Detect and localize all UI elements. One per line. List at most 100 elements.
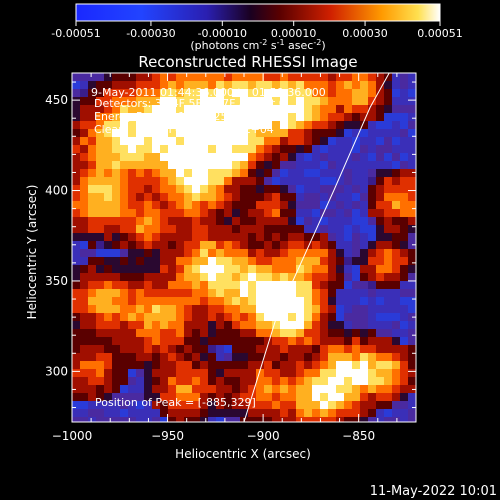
heatmap-cell bbox=[120, 249, 128, 257]
heatmap-cell bbox=[288, 185, 296, 193]
heatmap-cell bbox=[384, 417, 392, 422]
heatmap-cell bbox=[208, 241, 216, 249]
heatmap-cell bbox=[352, 73, 360, 81]
heatmap-cell bbox=[408, 169, 416, 177]
heatmap-cell bbox=[360, 137, 368, 145]
heatmap-cell bbox=[216, 345, 224, 353]
heatmap-cell bbox=[280, 321, 288, 329]
heatmap-cell bbox=[80, 137, 88, 145]
heatmap-cell bbox=[144, 345, 152, 353]
heatmap-cell bbox=[160, 281, 168, 289]
heatmap-cell bbox=[120, 209, 128, 217]
heatmap-cell bbox=[192, 81, 200, 89]
heatmap-cell bbox=[400, 161, 408, 169]
heatmap-cell bbox=[208, 129, 216, 137]
colorbar-tick-label: -0.00010 bbox=[198, 27, 247, 40]
heatmap-cell bbox=[88, 265, 96, 273]
heatmap-cell bbox=[224, 305, 232, 313]
heatmap-cell bbox=[144, 305, 152, 313]
heatmap-cell bbox=[312, 273, 320, 281]
heatmap-cell bbox=[304, 121, 312, 129]
heatmap-cell bbox=[384, 201, 392, 209]
heatmap-cell bbox=[296, 121, 304, 129]
heatmap-cell bbox=[312, 113, 320, 121]
heatmap-cell bbox=[344, 393, 352, 401]
heatmap-cell bbox=[224, 297, 232, 305]
heatmap-cell bbox=[344, 377, 352, 385]
heatmap-cell bbox=[160, 313, 168, 321]
heatmap-cell bbox=[160, 81, 168, 89]
heatmap-cell bbox=[88, 345, 96, 353]
heatmap-cell bbox=[344, 233, 352, 241]
heatmap-cell bbox=[216, 225, 224, 233]
heatmap-cell bbox=[240, 393, 248, 401]
heatmap-cell bbox=[240, 313, 248, 321]
heatmap-cell bbox=[208, 249, 216, 257]
heatmap-cell bbox=[312, 185, 320, 193]
heatmap-cell bbox=[168, 105, 176, 113]
heatmap-cell bbox=[264, 257, 272, 265]
heatmap-cell bbox=[408, 81, 416, 89]
heatmap-cell bbox=[224, 281, 232, 289]
heatmap-cell bbox=[352, 121, 360, 129]
heatmap-cell bbox=[360, 193, 368, 201]
heatmap-cell bbox=[80, 105, 88, 113]
heatmap-cell bbox=[112, 313, 120, 321]
heatmap-cell bbox=[304, 321, 312, 329]
heatmap-cell bbox=[136, 185, 144, 193]
heatmap-cell bbox=[400, 393, 408, 401]
heatmap-cell bbox=[256, 281, 264, 289]
heatmap-cell bbox=[128, 145, 136, 153]
heatmap-cell bbox=[392, 177, 400, 185]
heatmap-cell bbox=[144, 361, 152, 369]
heatmap-cell bbox=[400, 313, 408, 321]
heatmap-cell bbox=[288, 97, 296, 105]
heatmap-cell bbox=[112, 369, 120, 377]
heatmap-cell bbox=[264, 337, 272, 345]
heatmap-cell bbox=[168, 353, 176, 361]
heatmap-cell bbox=[376, 313, 384, 321]
heatmap-cell bbox=[240, 201, 248, 209]
heatmap-cell bbox=[104, 321, 112, 329]
heatmap-cell bbox=[176, 153, 184, 161]
heatmap-cell bbox=[88, 153, 96, 161]
heatmap-cell bbox=[160, 249, 168, 257]
heatmap-cell bbox=[256, 81, 264, 89]
heatmap-cell bbox=[240, 233, 248, 241]
heatmap-cell bbox=[160, 393, 168, 401]
heatmap-cell bbox=[408, 209, 416, 217]
heatmap-cell bbox=[360, 185, 368, 193]
heatmap-cell bbox=[128, 369, 136, 377]
heatmap-cell bbox=[136, 409, 144, 417]
heatmap-cell bbox=[408, 233, 416, 241]
heatmap-cell bbox=[312, 361, 320, 369]
heatmap-cell bbox=[208, 193, 216, 201]
heatmap-cell bbox=[296, 329, 304, 337]
heatmap-cell bbox=[360, 209, 368, 217]
heatmap-cell bbox=[304, 377, 312, 385]
heatmap-cell bbox=[80, 297, 88, 305]
heatmap-cell bbox=[400, 185, 408, 193]
heatmap-cell bbox=[344, 361, 352, 369]
heatmap-cell bbox=[192, 401, 200, 409]
heatmap-cell bbox=[392, 281, 400, 289]
heatmap-cell bbox=[376, 377, 384, 385]
annotation-clean: Clean bbox=[94, 123, 125, 136]
heatmap-cell bbox=[136, 385, 144, 393]
heatmap-cell bbox=[120, 353, 128, 361]
heatmap-cell bbox=[408, 345, 416, 353]
heatmap-cell bbox=[280, 273, 288, 281]
heatmap-cell bbox=[152, 369, 160, 377]
heatmap-cell bbox=[384, 257, 392, 265]
heatmap-cell bbox=[376, 273, 384, 281]
heatmap-cell bbox=[112, 193, 120, 201]
heatmap-cell bbox=[288, 233, 296, 241]
heatmap-cell bbox=[152, 361, 160, 369]
heatmap-cell bbox=[96, 345, 104, 353]
heatmap-cell bbox=[216, 233, 224, 241]
heatmap-cell bbox=[320, 305, 328, 313]
heatmap-cell bbox=[136, 369, 144, 377]
heatmap-cell bbox=[304, 193, 312, 201]
heatmap-cell bbox=[256, 169, 264, 177]
